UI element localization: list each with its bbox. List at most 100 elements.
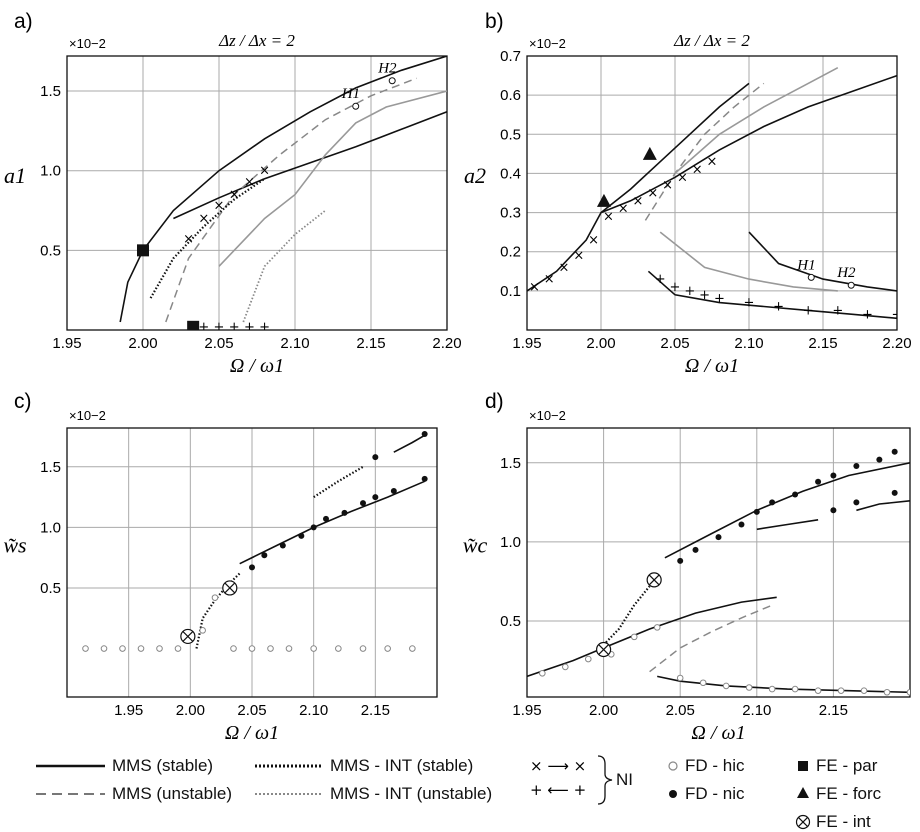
series-a-2 bbox=[165, 77, 417, 323]
marker-a-2-0: + bbox=[198, 320, 209, 335]
data-layer-a: × × × × × × + + + + + bbox=[119, 56, 447, 335]
annotation-point-b-1 bbox=[847, 281, 855, 289]
series-c-1 bbox=[393, 434, 426, 453]
data-layer-b: ×××××××××××××++ + + + + + + + + + bbox=[527, 66, 897, 322]
marker-d-3-0 bbox=[595, 641, 612, 658]
marker-d-0-8 bbox=[830, 472, 837, 479]
legend-square-icon bbox=[798, 761, 808, 771]
marker-b-1-9: × bbox=[662, 178, 673, 193]
marker-d-2-12 bbox=[814, 687, 822, 694]
marker-c-2-12 bbox=[285, 645, 293, 652]
marker-d-0-2 bbox=[715, 534, 722, 541]
plot-frame-b bbox=[526, 55, 898, 331]
marker-d-2-1 bbox=[562, 663, 569, 671]
tick-x-b-2: 2.05 bbox=[660, 335, 689, 352]
axis-exponent-a: ×10−2 bbox=[69, 36, 106, 51]
legend-label-mms-stable: MMS (stable) bbox=[112, 756, 214, 775]
marker-c-2-13 bbox=[310, 645, 317, 652]
series-a-3 bbox=[149, 177, 266, 299]
tick-y-b-3: 0.4 bbox=[500, 165, 521, 182]
marker-d-1-1 bbox=[853, 499, 860, 506]
marker-d-2-4 bbox=[630, 633, 638, 641]
marker-a-1-3: × bbox=[229, 188, 240, 203]
tick-y-d-0: 0.5 bbox=[500, 613, 521, 630]
axis-exponent-d: ×10−2 bbox=[529, 408, 566, 423]
marker-b-1-5: × bbox=[603, 209, 614, 224]
marker-c-2-9 bbox=[230, 645, 237, 652]
marker-d-1-0 bbox=[830, 507, 837, 514]
legend-glyphs: × ⟶ × + ⟵ + bbox=[36, 755, 811, 830]
legend-label-fe-int: FE - int bbox=[816, 812, 871, 831]
panel-letter-c: c) bbox=[14, 390, 32, 413]
legend-triangle-icon bbox=[797, 787, 809, 798]
tick-x-b-3: 2.10 bbox=[734, 335, 763, 352]
panel-title-a: Δz / Δx = 2 bbox=[218, 31, 295, 50]
marker-c-2-1 bbox=[100, 645, 108, 652]
marker-b-1-2: × bbox=[559, 260, 570, 275]
marker-a-2-3: + bbox=[244, 320, 255, 335]
tick-x-b-1: 2.00 bbox=[586, 335, 615, 352]
series-b-3 bbox=[748, 231, 897, 292]
series-c-3 bbox=[313, 465, 364, 499]
marker-b-2-4: + bbox=[714, 292, 725, 307]
data-layer-c bbox=[82, 431, 428, 652]
marker-d-1-2 bbox=[891, 489, 898, 496]
legend-ni-plus-glyphs: + ⟵ + bbox=[530, 781, 586, 799]
legend-label-fd-hic: FD - hic bbox=[685, 756, 745, 775]
marker-b-1-4: × bbox=[588, 233, 599, 248]
tick-x-d-4: 2.15 bbox=[819, 702, 848, 719]
marker-c-2-11 bbox=[267, 645, 274, 652]
xlabel-c: Ω / ω1 bbox=[225, 722, 279, 744]
tick-x-c-1: 2.00 bbox=[176, 702, 205, 719]
marker-b-2-9: + bbox=[862, 307, 873, 322]
annotation-a-1: H2 bbox=[377, 61, 397, 77]
marker-c-0-4 bbox=[310, 524, 317, 531]
marker-b-1-8: × bbox=[647, 186, 658, 201]
tick-y-c-1: 1.0 bbox=[40, 519, 61, 536]
marker-d-2-11 bbox=[791, 685, 799, 693]
xlabel-a: Ω / ω1 bbox=[230, 355, 284, 377]
marker-b-2-6: + bbox=[773, 300, 784, 315]
marker-b-2-5: + bbox=[744, 296, 755, 311]
tick-x-b-4: 2.15 bbox=[808, 335, 837, 352]
marker-d-2-16 bbox=[906, 688, 910, 696]
panel-letter-b: b) bbox=[485, 10, 504, 33]
legend-filled-circle-icon bbox=[669, 790, 677, 798]
series-b-4 bbox=[644, 82, 765, 221]
data-layer-d bbox=[527, 448, 910, 696]
panel-c: 1.95 2.00 2.05 2.10 2.15 0.5 1.0 1.5 c) ×10−2 Ω / … bbox=[3, 390, 438, 744]
marker-b-1-12: × bbox=[707, 155, 718, 170]
tick-x-c-3: 2.10 bbox=[299, 702, 328, 719]
panel-d: 1.95 2.00 2.05 2.10 2.15 0.5 1.0 1.5 d) ×10−2 Ω / … bbox=[463, 390, 911, 744]
tick-y-c-2: 1.5 bbox=[40, 459, 61, 476]
annotation-point-a-1 bbox=[388, 77, 396, 85]
marker-d-2-5 bbox=[653, 624, 661, 631]
marker-d-0-5 bbox=[769, 499, 776, 506]
ylabel-a: a1 bbox=[4, 163, 26, 188]
marker-d-3-1-b bbox=[648, 574, 660, 586]
tick-y-b-4: 0.5 bbox=[500, 126, 521, 143]
marker-c-0-6 bbox=[341, 509, 348, 516]
marker-d-0-6 bbox=[792, 491, 799, 498]
marker-b-2-7: + bbox=[803, 303, 814, 318]
plot-frame-d bbox=[526, 427, 911, 698]
marker-d-2-14 bbox=[860, 687, 868, 694]
marker-b-1-1: × bbox=[544, 272, 555, 287]
marker-a-1-5: × bbox=[259, 164, 270, 179]
series-d-2 bbox=[657, 675, 910, 694]
tick-y-b-5: 0.6 bbox=[500, 87, 521, 104]
marker-a-1-0: × bbox=[183, 232, 194, 247]
marker-d-0-4 bbox=[753, 508, 760, 515]
panel-b: 1.95 2.00 2.05 2.10 2.15 2.20 0.1 0.2 0.3 0.4 0.5 0… bbox=[464, 10, 912, 377]
tick-y-b-2: 0.3 bbox=[500, 205, 521, 222]
tick-x-a-5: 2.20 bbox=[432, 335, 461, 352]
tick-y-d-1: 1.0 bbox=[500, 534, 521, 551]
series-b-6 bbox=[674, 66, 839, 175]
axis-exponent-c: ×10−2 bbox=[69, 408, 106, 423]
marker-b-1-11: × bbox=[692, 163, 703, 178]
legend-circle-x-icon bbox=[795, 814, 811, 830]
legend-label-ni: NI bbox=[616, 770, 633, 789]
marker-d-2-13 bbox=[837, 687, 845, 694]
legend-open-circle-icon bbox=[668, 761, 678, 771]
series-b-0 bbox=[527, 74, 897, 292]
